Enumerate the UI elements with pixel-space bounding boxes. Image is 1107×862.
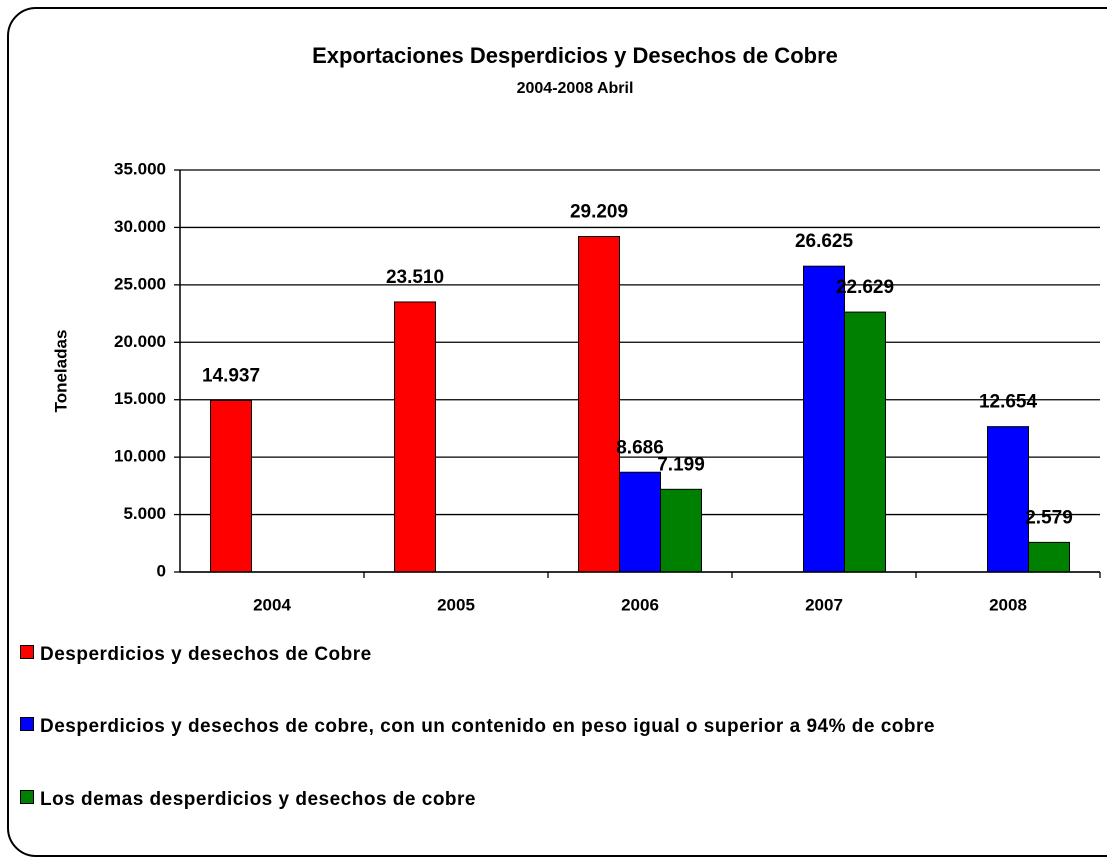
chart-subtitle: 2004-2008 Abril	[517, 80, 634, 97]
bar	[619, 471, 661, 573]
legend-swatch	[20, 645, 34, 659]
bar	[987, 426, 1029, 573]
chart-border	[7, 7, 1107, 857]
y-tick-label: 15.000	[114, 389, 166, 408]
x-tick-label: 2008	[989, 595, 1027, 614]
y-tick-label: 20.000	[114, 332, 166, 351]
bar	[210, 399, 252, 573]
x-tick-label: 2006	[621, 595, 659, 614]
data-label: 7.199	[657, 454, 705, 475]
data-label: 26.625	[795, 231, 854, 252]
data-label: 8.686	[616, 437, 664, 458]
legend-item: Los demas desperdicios y desechos de cob…	[20, 786, 1100, 814]
data-label: 22.629	[836, 277, 894, 298]
y-tick-label: 5.000	[123, 504, 166, 523]
data-label: 2.579	[1025, 507, 1073, 528]
y-tick-label: 0	[157, 561, 166, 580]
legend-swatch	[20, 790, 34, 804]
y-tick-label: 25.000	[114, 274, 166, 293]
data-label: 14.937	[202, 365, 260, 386]
bar	[1028, 541, 1070, 573]
data-label: 29.209	[570, 202, 628, 223]
bar	[803, 265, 845, 573]
bar	[844, 311, 886, 573]
legend-label: Los demas desperdicios y desechos de cob…	[40, 789, 476, 810]
legend-label: Desperdicios y desechos de Cobre	[40, 644, 372, 665]
data-label: 12.654	[979, 392, 1038, 413]
legend-swatch	[20, 717, 34, 731]
bar	[578, 236, 620, 573]
legend-item: Desperdicios y desechos de cobre, con un…	[20, 713, 1100, 741]
y-tick-label: 35.000	[114, 159, 166, 178]
bar	[394, 301, 436, 573]
y-axis-label: Toneladas	[51, 330, 70, 413]
y-tick-label: 10.000	[114, 447, 166, 466]
x-tick-label: 2004	[253, 595, 291, 614]
y-tick-label: 30.000	[114, 217, 166, 236]
x-tick-label: 2005	[437, 595, 475, 614]
x-tick-label: 2007	[805, 595, 843, 614]
legend-item: Desperdicios y desechos de Cobre	[20, 641, 1100, 669]
chart-title: Exportaciones Desperdicios y Desechos de…	[312, 43, 838, 68]
bar	[660, 488, 702, 573]
data-label: 23.510	[386, 267, 444, 288]
legend-label: Desperdicios y desechos de cobre, con un…	[40, 716, 935, 737]
